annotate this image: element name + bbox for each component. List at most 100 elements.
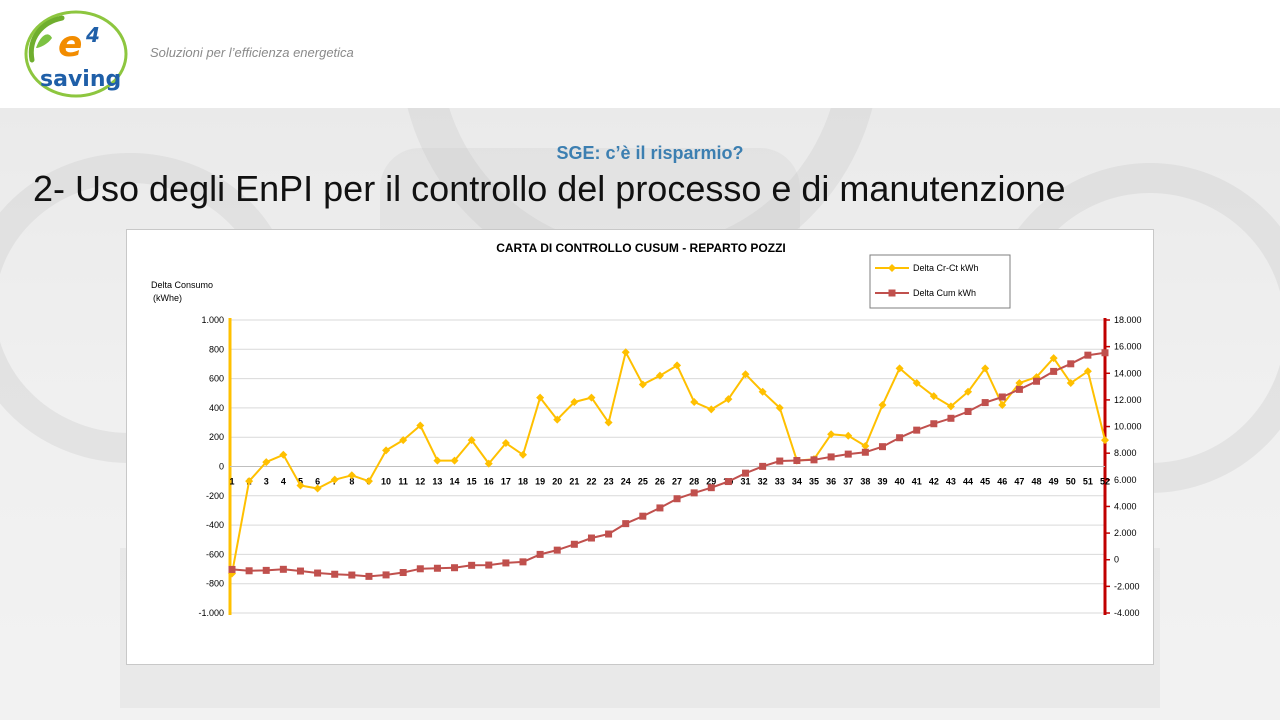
y2-tick-label: 12.000: [1114, 395, 1142, 405]
x-tick-label: 35: [809, 477, 819, 487]
data-point-delta-cum: [981, 399, 989, 407]
data-point-delta-cum: [519, 558, 527, 566]
data-point-delta-cum: [279, 565, 287, 573]
y2-tick-label: 0: [1114, 555, 1119, 565]
data-point-delta-cr-ct: [758, 387, 767, 396]
data-point-delta-cum: [861, 448, 869, 456]
data-point-delta-cr-ct: [484, 459, 493, 468]
data-point-delta-cum: [1084, 351, 1092, 359]
y2-tick-label: -2.000: [1114, 581, 1140, 591]
data-point-delta-cr-ct: [570, 398, 579, 407]
data-point-delta-cr-ct: [912, 378, 921, 387]
svg-text:saving: saving: [40, 67, 121, 92]
data-point-delta-cum: [314, 569, 322, 577]
tagline: Soluzioni per l’efficienza energetica: [150, 45, 354, 60]
data-point-delta-cr-ct: [1015, 378, 1024, 387]
chart-title: CARTA DI CONTROLLO CUSUM - REPARTO POZZI: [496, 241, 786, 255]
data-point-delta-cum: [485, 561, 493, 569]
data-point-delta-cum: [262, 566, 270, 574]
x-tick-label: 47: [1014, 477, 1024, 487]
data-point-delta-cum: [1101, 349, 1109, 357]
data-point-delta-cr-ct: [1066, 378, 1075, 387]
data-point-delta-cr-ct: [981, 364, 990, 373]
data-point-delta-cum: [896, 434, 904, 442]
data-point-delta-cr-ct: [929, 392, 938, 401]
data-point-delta-cum: [587, 534, 595, 542]
data-point-delta-cr-ct: [433, 456, 442, 465]
data-point-delta-cr-ct: [827, 430, 836, 439]
data-point-delta-cum: [468, 561, 476, 569]
data-point-delta-cum: [810, 456, 818, 464]
data-point-delta-cum: [399, 569, 407, 577]
data-point-delta-cum: [331, 570, 339, 578]
y-tick-label: -200: [206, 491, 224, 501]
data-point-delta-cr-ct: [878, 400, 887, 409]
data-point-delta-cr-ct: [690, 398, 699, 407]
y-tick-label: 800: [209, 344, 224, 354]
x-tick-label: 14: [450, 477, 460, 487]
legend-box: [869, 254, 1011, 309]
data-point-delta-cum: [793, 457, 801, 465]
data-point-delta-cr-ct: [1032, 373, 1041, 382]
x-tick-label: 1: [229, 477, 234, 487]
y2-tick-label: 18.000: [1114, 315, 1142, 325]
x-tick-label: 50: [1066, 477, 1076, 487]
slide-subtitle: SGE: c’è il risparmio?: [556, 143, 744, 163]
axes-layer: 1.0008006004002000-200-400-600-800-1.000…: [198, 315, 1141, 618]
x-tick-label: 17: [501, 477, 511, 487]
x-tick-label: 13: [432, 477, 442, 487]
data-point-delta-cum: [827, 453, 835, 461]
svg-text:e: e: [58, 24, 82, 65]
y-tick-label: 600: [209, 374, 224, 384]
x-tick-label: 18: [518, 477, 528, 487]
x-tick-label: 26: [655, 477, 665, 487]
x-tick-label: 32: [758, 477, 768, 487]
x-tick-label: 46: [997, 477, 1007, 487]
data-point-delta-cum: [673, 495, 681, 503]
y-tick-label: 400: [209, 403, 224, 413]
data-point-delta-cr-ct: [724, 395, 733, 404]
x-tick-label: 51: [1083, 477, 1093, 487]
data-point-delta-cum: [776, 457, 784, 465]
y-axis-label-line2: (kWhe): [153, 293, 182, 303]
data-point-delta-cum: [844, 450, 852, 458]
slide-title: 2- Uso degli EnPI per il controllo del p…: [33, 168, 1066, 209]
x-tick-label: 44: [963, 477, 973, 487]
x-tick-label: 23: [604, 477, 614, 487]
y2-tick-label: 16.000: [1114, 342, 1142, 352]
data-point-delta-cr-ct: [946, 402, 955, 411]
data-point-delta-cum: [502, 559, 510, 567]
data-point-delta-cr-ct: [844, 431, 853, 440]
y-tick-label: 200: [209, 432, 224, 442]
data-point-delta-cr-ct: [245, 477, 254, 486]
x-tick-label: 48: [1032, 477, 1042, 487]
legend-marker-diamond: [888, 264, 896, 272]
e4saving-logo: e 4 saving: [24, 10, 128, 98]
data-point-delta-cr-ct: [330, 475, 339, 484]
data-point-delta-cr-ct: [364, 477, 373, 486]
x-tick-label: 40: [895, 477, 905, 487]
data-point-delta-cr-ct: [998, 400, 1007, 409]
y2-tick-label: 10.000: [1114, 422, 1142, 432]
x-tick-label: 43: [946, 477, 956, 487]
x-tick-label: 8: [349, 477, 354, 487]
x-tick-label: 15: [467, 477, 477, 487]
data-point-delta-cum: [913, 426, 921, 434]
data-point-delta-cum: [382, 571, 390, 579]
data-point-delta-cum: [622, 520, 630, 528]
data-point-delta-cr-ct: [1101, 436, 1109, 445]
slide-header: e 4 saving Soluzioni per l’efficienza en…: [0, 0, 1280, 108]
y2-tick-label: 2.000: [1114, 528, 1137, 538]
y-tick-label: -800: [206, 579, 224, 589]
x-tick-label: 45: [980, 477, 990, 487]
data-point-delta-cr-ct: [895, 364, 904, 373]
x-tick-label: 11: [398, 477, 408, 487]
data-point-delta-cr-ct: [553, 415, 562, 424]
x-tick-label: 52: [1100, 477, 1110, 487]
data-point-delta-cr-ct: [296, 481, 305, 490]
data-point-delta-cum: [1050, 367, 1058, 375]
x-tick-label: 19: [535, 477, 545, 487]
chart-legend: Delta Cr-Ct kWh Delta Cum kWh: [869, 254, 1011, 309]
data-point-delta-cr-ct: [964, 387, 973, 396]
x-tick-label: 39: [877, 477, 887, 487]
